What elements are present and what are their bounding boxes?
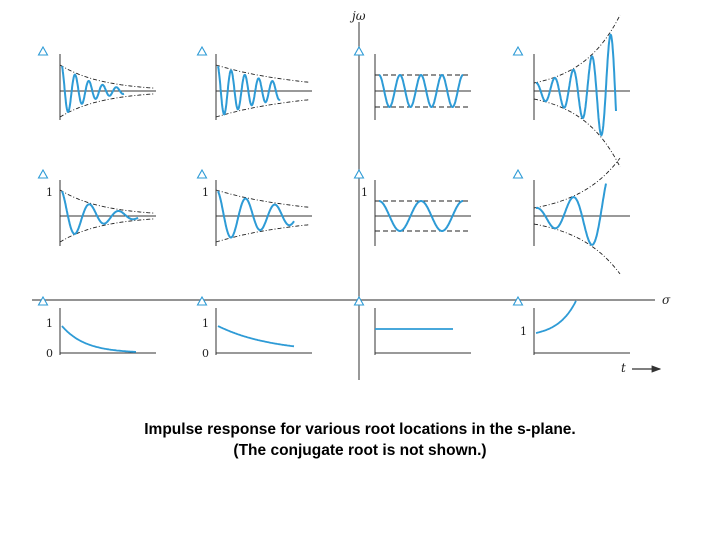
tick-label-one: 1 [202,186,209,199]
response-panel: 1 [46,180,156,246]
root-marker-icon [37,295,49,306]
lower-envelope [215,99,311,118]
tick-label-one: 1 [46,186,53,199]
response-panel: 1 [202,180,312,246]
response-panel: 1 [520,300,630,355]
impulse-response-curve [217,65,281,116]
lower-envelope [215,224,311,243]
tick-label-one: 1 [520,325,527,338]
impulse-response-curve [217,325,295,348]
impulse-response-curve [535,300,577,334]
tick-label-one: 1 [46,317,53,330]
caption-line-2: (The conjugate root is not shown.) [233,442,487,459]
lower-envelope [533,98,621,168]
imaginary-axis-label: jω [349,9,366,23]
upper-envelope [533,157,621,209]
caption-line-1: Impulse response for various root locati… [144,421,576,438]
root-marker-icon [353,168,365,179]
response-panel: 1 [361,180,471,246]
root-marker-icon [196,295,208,306]
time-axis-label: t [621,361,626,375]
root-marker-icon [196,45,208,56]
upper-envelope [59,64,155,89]
upper-envelope [533,14,621,84]
response-panel [374,54,471,120]
root-marker-icon [512,168,524,179]
impulse-response-curve [61,65,125,113]
impulse-response-curve [61,190,139,235]
response-panel: 10 [202,308,312,360]
lower-envelope [533,223,621,275]
response-panel: 10 [46,308,156,360]
lower-envelope [59,93,155,118]
upper-envelope [59,189,155,214]
real-axis-label: σ [662,293,671,307]
tick-label-one: 1 [361,186,368,199]
response-panel [533,157,630,275]
impulse-response-curve [61,325,136,353]
response-panel [533,14,630,168]
impulse-response-curve [217,190,295,239]
root-marker-icon [37,45,49,56]
lower-envelope [59,218,155,243]
root-marker-icon [512,295,524,306]
root-marker-icon [196,168,208,179]
tick-label-zero: 0 [202,347,209,360]
root-marker-icon [353,295,365,306]
impulse-response-curve [379,200,463,232]
tick-label-one: 1 [202,317,209,330]
response-panel [374,308,471,355]
root-marker-icon [353,45,365,56]
response-panel [59,54,156,120]
root-marker-icon [37,168,49,179]
upper-envelope [215,64,311,83]
root-marker-icon [512,45,524,56]
tick-label-zero: 0 [46,347,53,360]
upper-envelope [215,189,311,208]
impulse-response-curve [535,183,607,246]
impulse-response-curve [378,73,464,108]
response-panel [215,54,312,120]
impulse-response-curve [536,33,617,137]
root-markers [37,45,524,306]
